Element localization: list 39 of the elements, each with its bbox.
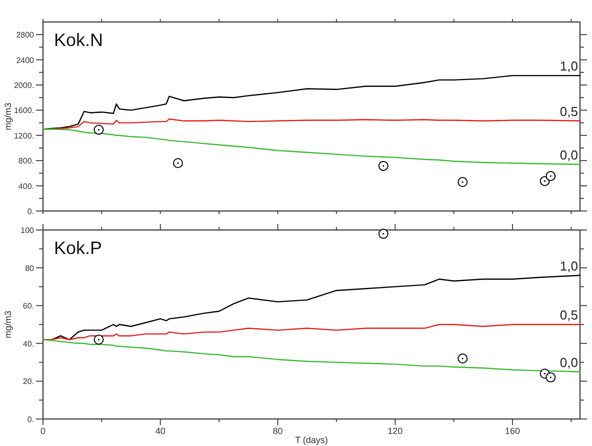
y-tick-label: 20.: [22, 377, 34, 386]
series-label: 1,0: [560, 258, 578, 274]
y-tick-label: 40.: [22, 339, 34, 348]
text: Kok.P: [54, 238, 102, 258]
y-tick-label: 1600.: [14, 106, 34, 116]
chart-title: Kok.N: [54, 30, 104, 50]
x-tick-label: 120: [388, 426, 403, 436]
y-tick-label: 100: [20, 226, 35, 235]
series-label: 0,0: [560, 354, 578, 370]
x-tick-label: 0: [40, 426, 46, 436]
x-tick-label: 40: [155, 426, 166, 436]
series-label: 1,0: [560, 58, 578, 74]
y-tick-label: 2400: [16, 56, 35, 65]
y-axis-title: mg/m3: [3, 310, 13, 338]
series-label: 0,5: [560, 104, 578, 119]
point: [378, 160, 388, 171]
x-tick-label: 160: [504, 426, 520, 436]
y-tick-label: 2800: [16, 30, 35, 40]
point: [458, 177, 468, 188]
series-label: 0,0: [560, 147, 578, 162]
point: [546, 372, 556, 382]
y-tick-label: 0.: [27, 415, 34, 424]
point: [378, 228, 388, 239]
y-tick-label: 2000.: [14, 81, 34, 90]
point: [94, 334, 104, 345]
y-tick-label: 60.: [22, 302, 34, 311]
y-axis-title: mg/m3: [3, 102, 13, 130]
y-tick-label: 1200.: [14, 131, 34, 140]
point: [546, 171, 556, 182]
y-tick-label: 0.: [27, 207, 34, 216]
x-axis-title: T (days): [295, 435, 328, 445]
point: [458, 354, 468, 364]
point: [94, 124, 104, 135]
x-tick-label: 80: [272, 426, 283, 436]
series-label: 0,5: [560, 308, 578, 322]
y-tick-label: 800.: [18, 156, 34, 166]
point: [172, 158, 183, 168]
y-tick-label: 80: [25, 264, 35, 273]
y-tick-label: 400.: [18, 182, 34, 191]
